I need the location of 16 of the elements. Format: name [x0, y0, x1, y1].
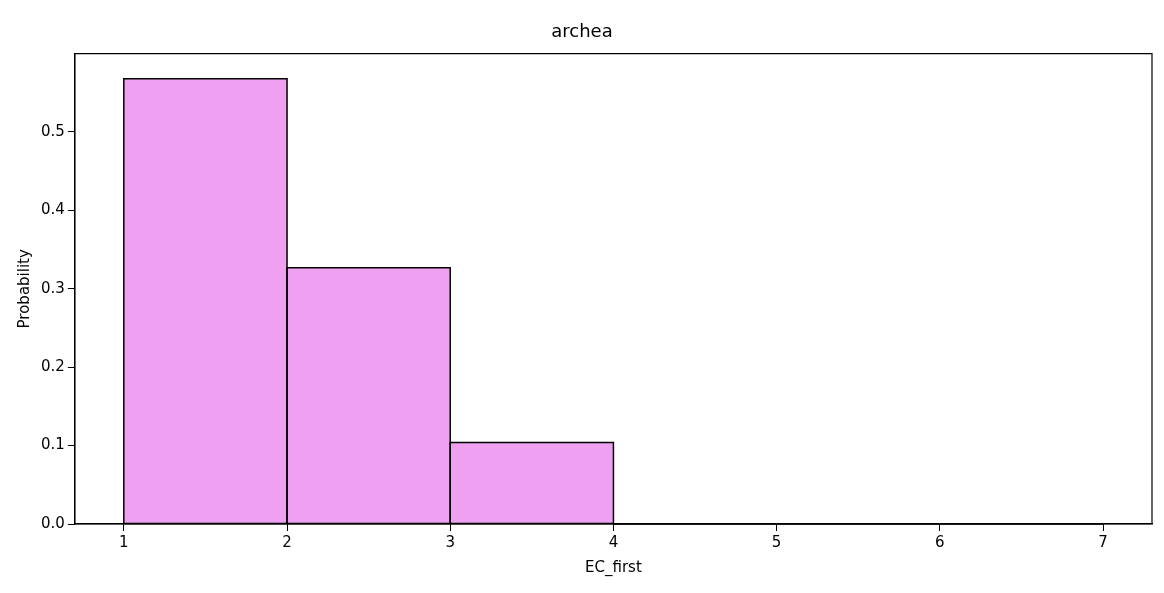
x-tick-label: 3 — [445, 532, 455, 551]
x-tick-label: 2 — [282, 532, 292, 551]
y-tick-label: 0.2 — [41, 357, 65, 376]
y-tick-label: 0.3 — [41, 278, 65, 297]
x-tick-label: 7 — [1098, 532, 1108, 551]
x-tick-label: 5 — [771, 532, 782, 551]
x-tick-label: 6 — [935, 532, 945, 551]
y-tick-label: 0.1 — [41, 435, 65, 454]
y-tick-label: 0.4 — [41, 200, 65, 219]
chart-title: archea — [551, 20, 613, 42]
x-tick-label: 1 — [119, 532, 129, 551]
x-tick-label: 4 — [608, 532, 619, 551]
y-tick-label: 0.5 — [41, 121, 65, 140]
x-axis-title: EC_first — [585, 557, 642, 577]
y-tick-label: 0.0 — [41, 513, 65, 532]
y-axis-title: Probability — [14, 249, 33, 329]
